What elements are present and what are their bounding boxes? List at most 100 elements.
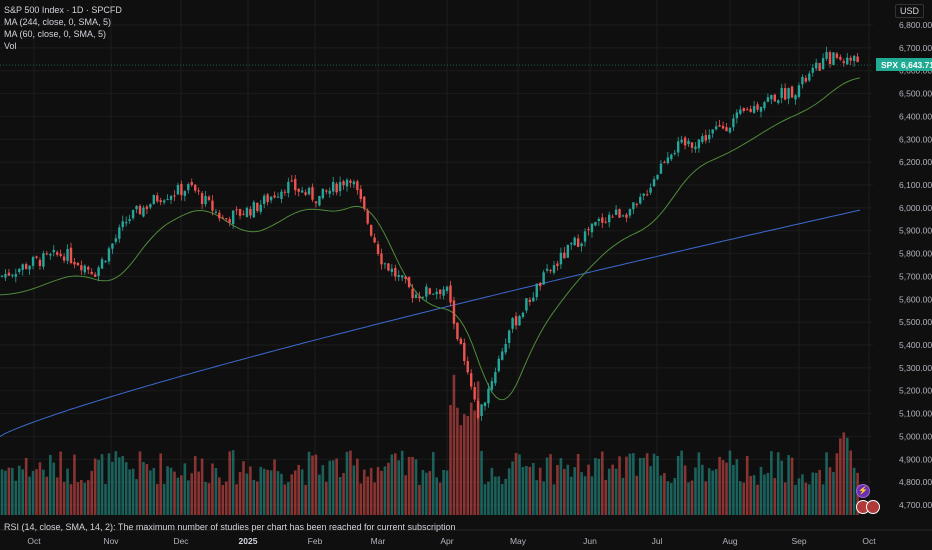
volume-bar <box>390 454 394 515</box>
candle-body <box>539 282 542 287</box>
candle-body <box>573 237 576 246</box>
candle-body <box>373 237 376 243</box>
volume-bar <box>314 454 318 515</box>
candle-body <box>787 88 790 99</box>
volume-bar <box>770 451 773 515</box>
volume-bar <box>673 477 677 515</box>
volume-bar <box>701 464 704 515</box>
grid <box>0 0 932 531</box>
candle-body <box>601 217 604 223</box>
event-icon-2[interactable] <box>866 500 880 514</box>
x-tick-label: Aug <box>722 536 737 546</box>
candle-body <box>131 209 135 219</box>
currency-button[interactable]: USD <box>894 4 924 18</box>
candle-body <box>456 322 459 340</box>
candle-body <box>438 289 442 294</box>
x-tick-label: Oct <box>862 536 876 546</box>
candle-body <box>314 201 318 204</box>
candle-body <box>197 190 200 192</box>
candle-body <box>480 404 483 417</box>
price-label-value: 6,643.71 <box>901 60 932 70</box>
candle-body <box>345 179 349 187</box>
candle-body <box>576 238 580 247</box>
candle-body <box>587 229 590 231</box>
candle-body <box>328 190 331 194</box>
volume-bar <box>839 438 842 515</box>
volume-bar <box>114 451 118 515</box>
volume-bar <box>111 461 114 515</box>
volume-bar <box>538 467 542 515</box>
volume-bar <box>676 455 680 515</box>
volume-bar <box>28 476 31 515</box>
candle-body <box>487 388 490 404</box>
candle-body <box>218 212 221 219</box>
volume-bar <box>714 469 718 515</box>
candle-body <box>7 272 11 276</box>
candle-body <box>732 118 735 128</box>
candle-body <box>852 55 856 62</box>
candle-body <box>266 194 269 203</box>
volume-bar <box>776 452 780 515</box>
volume-bar <box>276 471 280 515</box>
volume-bar <box>207 483 211 515</box>
candle-body <box>187 184 190 191</box>
candle-body <box>290 180 293 182</box>
candle-body <box>207 196 211 200</box>
y-tick-label: 5,500.00 <box>899 317 932 327</box>
candle-body <box>242 213 245 215</box>
candle-body <box>846 57 849 65</box>
volume-bar <box>521 467 525 515</box>
candle-body <box>366 210 369 224</box>
candle-body <box>24 264 28 269</box>
candle-body <box>300 190 304 193</box>
candle-body <box>432 293 435 295</box>
volume-bar <box>480 450 483 515</box>
volume-bar <box>487 481 490 515</box>
volume-bar <box>614 468 618 515</box>
candle-body <box>766 97 770 102</box>
volume-bar <box>42 469 45 515</box>
candle-body <box>639 196 642 204</box>
volume-bar <box>801 474 804 515</box>
volume-bar <box>49 454 52 515</box>
candle-body <box>728 127 732 133</box>
lightning-icon[interactable]: ⚡ <box>856 484 870 498</box>
candle-body <box>118 227 121 239</box>
candle-body <box>145 206 149 209</box>
volume-bar <box>452 374 456 515</box>
volume-bar <box>293 470 297 515</box>
candle-body <box>521 312 525 317</box>
volume-bar <box>155 484 159 515</box>
volume-bar <box>273 459 276 515</box>
candle-body <box>608 214 611 223</box>
volume-bar <box>176 477 180 515</box>
candle-body <box>31 257 35 266</box>
volume-bar <box>535 480 539 515</box>
candle-body <box>200 193 204 204</box>
volume-bar <box>694 467 697 515</box>
volume-bar <box>797 478 801 515</box>
candle-body <box>783 88 787 100</box>
volume-bar <box>697 452 701 515</box>
volume-bar <box>670 482 673 515</box>
candle-body <box>759 106 763 112</box>
candle-body <box>38 259 42 267</box>
candle-body <box>335 183 338 193</box>
volume-bar <box>638 457 642 515</box>
candle-body <box>656 174 659 180</box>
candle-body <box>635 203 638 205</box>
volume-bar <box>749 475 752 515</box>
volume-bar <box>466 416 470 515</box>
y-tick-label: 5,200.00 <box>899 386 932 396</box>
volume-bar <box>835 453 839 515</box>
volume-bar <box>262 468 266 515</box>
candle-body <box>142 207 145 217</box>
candle-body <box>325 190 328 192</box>
candle-body <box>718 125 721 127</box>
volume-bar <box>335 458 338 515</box>
volume-bar <box>739 481 742 515</box>
y-tick-label: 5,000.00 <box>899 431 932 441</box>
candle-body <box>394 267 397 277</box>
candle-body <box>294 178 297 191</box>
